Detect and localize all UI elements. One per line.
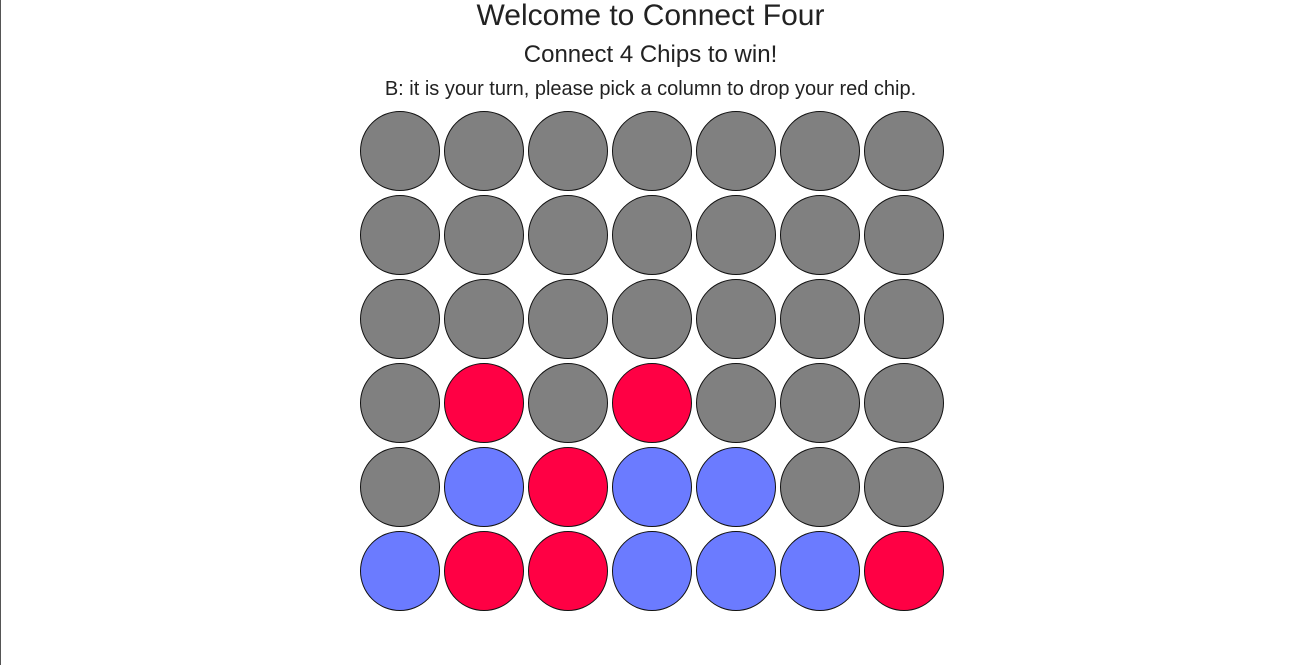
empty-slot <box>444 111 524 191</box>
empty-slot <box>864 363 944 443</box>
board-cell[interactable] <box>694 529 778 613</box>
board-cell[interactable] <box>694 445 778 529</box>
empty-slot <box>528 195 608 275</box>
board-cell[interactable] <box>694 193 778 277</box>
board-cell[interactable] <box>358 277 442 361</box>
empty-slot <box>612 111 692 191</box>
board-cell[interactable] <box>862 193 946 277</box>
board-cell[interactable] <box>526 529 610 613</box>
turn-status-text: B: it is your turn, please pick a column… <box>384 78 917 100</box>
board-cell[interactable] <box>778 361 862 445</box>
empty-slot <box>864 279 944 359</box>
empty-slot <box>696 195 776 275</box>
board-cell[interactable] <box>694 277 778 361</box>
empty-slot <box>444 279 524 359</box>
empty-slot <box>360 447 440 527</box>
board-cell[interactable] <box>610 277 694 361</box>
empty-slot <box>864 111 944 191</box>
page-subtitle: Connect 4 Chips to win! <box>523 41 778 68</box>
board-cell[interactable] <box>442 445 526 529</box>
board-cell[interactable] <box>526 109 610 193</box>
blue-chip <box>360 531 440 611</box>
blue-chip <box>696 447 776 527</box>
page-title: Welcome to Connect Four <box>476 0 825 32</box>
game-board <box>358 109 946 613</box>
board-cell[interactable] <box>442 361 526 445</box>
empty-slot <box>780 279 860 359</box>
empty-slot <box>528 111 608 191</box>
board-cell[interactable] <box>442 277 526 361</box>
red-chip <box>528 447 608 527</box>
empty-slot <box>612 195 692 275</box>
empty-slot <box>696 363 776 443</box>
board-cell[interactable] <box>778 529 862 613</box>
empty-slot <box>780 363 860 443</box>
board-cell[interactable] <box>862 529 946 613</box>
blue-chip <box>612 531 692 611</box>
board-cell[interactable] <box>526 361 610 445</box>
board-cell[interactable] <box>862 445 946 529</box>
empty-slot <box>444 195 524 275</box>
empty-slot <box>360 363 440 443</box>
red-chip <box>444 531 524 611</box>
blue-chip <box>612 447 692 527</box>
board-cell[interactable] <box>610 193 694 277</box>
board-cell[interactable] <box>694 109 778 193</box>
red-chip <box>444 363 524 443</box>
red-chip <box>612 363 692 443</box>
empty-slot <box>864 447 944 527</box>
board-cell[interactable] <box>358 529 442 613</box>
empty-slot <box>360 111 440 191</box>
board-cell[interactable] <box>358 109 442 193</box>
board-cell[interactable] <box>610 529 694 613</box>
blue-chip <box>444 447 524 527</box>
board-cell[interactable] <box>358 193 442 277</box>
board-cell[interactable] <box>442 193 526 277</box>
blue-chip <box>696 531 776 611</box>
board-cell[interactable] <box>610 361 694 445</box>
board-cell[interactable] <box>694 361 778 445</box>
empty-slot <box>780 195 860 275</box>
empty-slot <box>612 279 692 359</box>
board-cell[interactable] <box>442 529 526 613</box>
empty-slot <box>528 279 608 359</box>
board-cell[interactable] <box>442 109 526 193</box>
board-cell[interactable] <box>862 109 946 193</box>
board-cell[interactable] <box>862 361 946 445</box>
board-cell[interactable] <box>862 277 946 361</box>
empty-slot <box>780 111 860 191</box>
empty-slot <box>780 447 860 527</box>
red-chip <box>864 531 944 611</box>
board-cell[interactable] <box>358 445 442 529</box>
board-cell[interactable] <box>526 445 610 529</box>
board-cell[interactable] <box>610 109 694 193</box>
board-cell[interactable] <box>526 277 610 361</box>
board-cell[interactable] <box>778 277 862 361</box>
board-cell[interactable] <box>610 445 694 529</box>
empty-slot <box>360 195 440 275</box>
empty-slot <box>696 279 776 359</box>
board-cell[interactable] <box>778 109 862 193</box>
board-cell[interactable] <box>526 193 610 277</box>
empty-slot <box>696 111 776 191</box>
empty-slot <box>528 363 608 443</box>
red-chip <box>528 531 608 611</box>
board-cell[interactable] <box>778 445 862 529</box>
board-cell[interactable] <box>778 193 862 277</box>
board-cell[interactable] <box>358 361 442 445</box>
empty-slot <box>360 279 440 359</box>
empty-slot <box>864 195 944 275</box>
blue-chip <box>780 531 860 611</box>
